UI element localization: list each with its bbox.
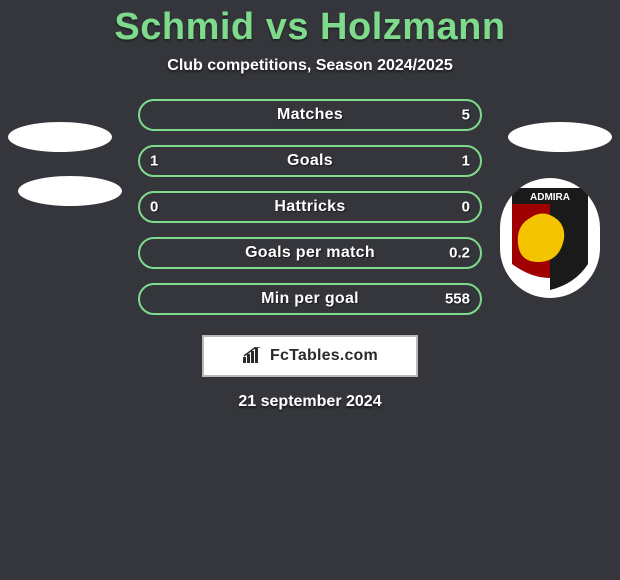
subtitle: Club competitions, Season 2024/2025 (167, 57, 452, 75)
left-player-ellipse (18, 176, 122, 206)
left-player-ellipse (8, 122, 112, 152)
stat-label: Hattricks (274, 198, 345, 216)
title-vs: vs (266, 6, 309, 48)
stat-right-value: 558 (445, 291, 470, 308)
club-crest: ADMIRA (500, 178, 600, 298)
title-player1: Schmid (114, 6, 254, 48)
title-player2: Holzmann (320, 6, 506, 48)
bar-chart-icon (242, 347, 264, 365)
stat-row: 1 Goals 1 (138, 145, 482, 177)
brand-text: FcTables.com (270, 347, 378, 365)
crest-label: ADMIRA (530, 192, 570, 203)
stat-row: Goals per match 0.2 (138, 237, 482, 269)
stat-label: Goals (287, 152, 333, 170)
stat-row: Min per goal 558 (138, 283, 482, 315)
stat-label: Min per goal (261, 290, 359, 308)
right-player-ellipse (508, 122, 612, 152)
stat-left-value: 1 (150, 153, 158, 170)
stat-label: Goals per match (245, 244, 375, 262)
brand-box: FcTables.com (202, 335, 418, 377)
stat-row: 0 Hattricks 0 (138, 191, 482, 223)
stat-left-value: 0 (150, 199, 158, 216)
stat-row: Matches 5 (138, 99, 482, 131)
stat-right-value: 0.2 (449, 245, 470, 262)
date-stamp: 21 september 2024 (238, 393, 381, 411)
page-title: Schmid vs Holzmann (114, 6, 505, 49)
stat-right-value: 5 (462, 107, 470, 124)
stat-label: Matches (277, 106, 343, 124)
stat-right-value: 1 (462, 153, 470, 170)
stat-right-value: 0 (462, 199, 470, 216)
